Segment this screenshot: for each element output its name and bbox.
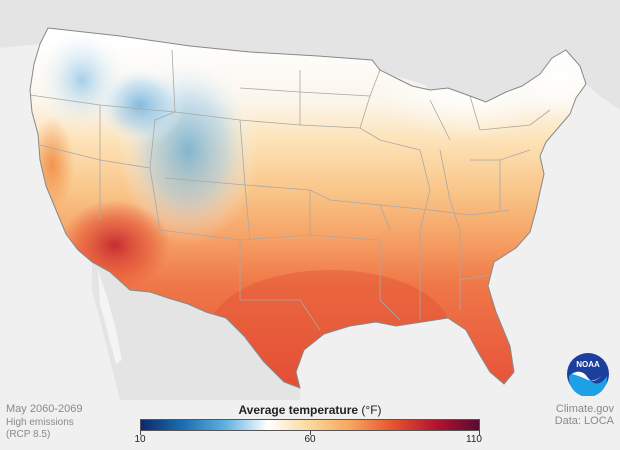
period-label: May 2060-2069 xyxy=(6,403,83,415)
credit-source: Climate.gov xyxy=(555,403,614,415)
legend-color-bar xyxy=(140,419,480,431)
state-borders xyxy=(30,49,551,331)
scenario-line-1: High emissions xyxy=(6,417,74,428)
credit: Climate.gov Data: LOCA xyxy=(555,403,614,427)
noaa-logo-gull xyxy=(572,371,604,381)
noaa-logo-wave xyxy=(569,371,607,396)
legend-title-text: Average temperature xyxy=(238,403,359,417)
noaa-logo-icon: NOAA xyxy=(567,353,609,396)
legend-title: Average temperature (°F) xyxy=(140,403,480,417)
scenario-line-2: (RCP 8.5) xyxy=(6,429,51,440)
scenario-label: High emissions (RCP 8.5) xyxy=(6,417,74,441)
legend-unit: (°F) xyxy=(361,403,382,417)
noaa-logo-text: NOAA xyxy=(576,360,600,369)
legend-tick-max xyxy=(479,431,480,435)
temperature-map xyxy=(0,0,620,400)
canada-land xyxy=(0,0,620,110)
legend-max-label: 110 xyxy=(466,434,482,445)
legend-tick-min xyxy=(140,431,141,435)
legend-min-label: 10 xyxy=(134,434,146,445)
legend-tick-mid xyxy=(310,431,311,435)
legend-mid-label: 60 xyxy=(304,434,316,445)
mexico-land xyxy=(92,262,300,400)
credit-data: Data: LOCA xyxy=(554,415,614,427)
